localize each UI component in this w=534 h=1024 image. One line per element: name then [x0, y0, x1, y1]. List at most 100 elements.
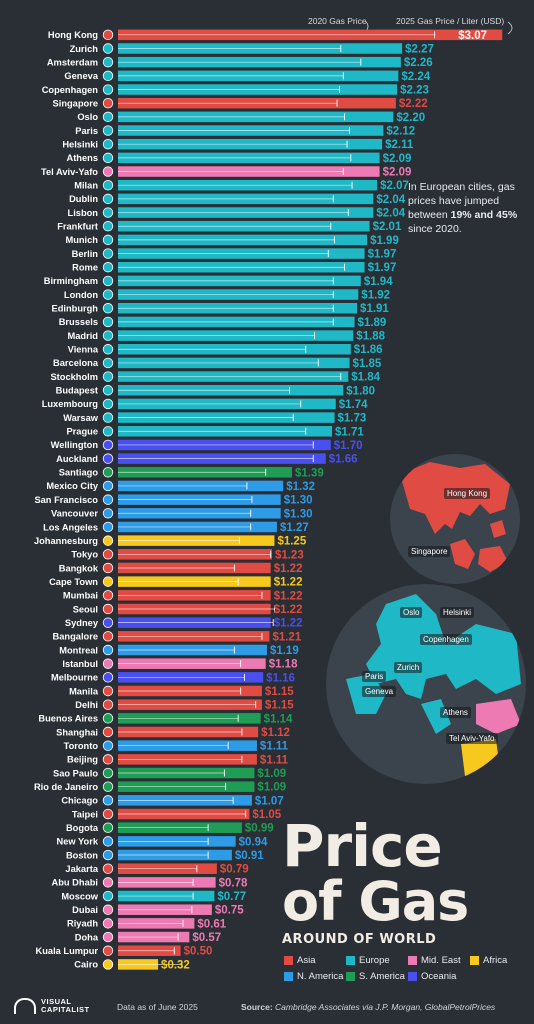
value-label-warsaw: $1.73	[338, 413, 367, 425]
city-label-berlin: Berlin	[72, 249, 99, 259]
city-label-amsterdam: Amsterdam	[47, 57, 98, 67]
value-label-new-york: $0.94	[239, 836, 268, 848]
flag-icon-new-york	[102, 836, 114, 847]
flag-icon-mexico-city	[102, 480, 114, 492]
city-label-birmingham: Birmingham	[44, 276, 98, 286]
city-label-johannesburg: Johannesburg	[34, 536, 98, 546]
city-label-copenhagen: Copenhagen	[42, 85, 99, 95]
value-label-frankfurt: $2.01	[373, 221, 402, 233]
brand-logo: VISUAL CAPITALIST	[14, 998, 90, 1014]
legend-2025-connector	[507, 21, 513, 35]
flag-icon-paris	[102, 125, 114, 136]
flag-icon-dubai	[102, 904, 114, 915]
city-label-auckland: Auckland	[56, 454, 98, 464]
city-label-hong-kong: Hong Kong	[48, 30, 98, 40]
legend-item-mid-east: Mid. East	[408, 955, 468, 966]
value-label-bangkok: $1.22	[274, 563, 303, 575]
city-label-mexico-city: Mexico City	[46, 481, 98, 491]
map-label-singapore: Singapore	[408, 546, 451, 557]
city-label-stockholm: Stockholm	[50, 372, 98, 382]
flag-icon-oslo	[102, 111, 114, 123]
value-label-madrid: $1.88	[356, 331, 385, 343]
title-subtitle: AROUND OF WORLD	[282, 932, 437, 947]
value-label-melbourne: $1.16	[266, 672, 295, 684]
value-label-abu-dhabi: $0.78	[219, 877, 248, 889]
flag-icon-cape-town	[102, 576, 114, 587]
legend-label-asia: Asia	[297, 955, 316, 966]
flag-icon-madrid	[102, 330, 114, 341]
brand-text: VISUAL CAPITALIST	[41, 998, 90, 1014]
flag-icon-auckland	[102, 453, 114, 464]
value-label-london: $1.92	[361, 290, 390, 302]
flag-icon-amsterdam	[102, 56, 114, 68]
note-bold-range: 19% and 45%	[450, 209, 518, 221]
city-label-vancouver: Vancouver	[51, 509, 98, 519]
value-label-kuala-lumpur: $0.50	[184, 946, 213, 958]
value-label-doha: $0.57	[192, 932, 221, 944]
legend-label-africa: Africa	[483, 955, 508, 966]
flag-icon-abu-dhabi	[102, 877, 114, 888]
flag-icon-bogota	[102, 822, 114, 833]
value-label-oslo: $2.20	[396, 112, 425, 124]
brand-line1: VISUAL	[41, 997, 72, 1006]
value-label-chicago: $1.07	[255, 795, 284, 807]
value-label-beijing: $1.11	[260, 754, 289, 766]
city-label-frankfurt: Frankfurt	[57, 222, 98, 232]
value-label-sao-paulo: $1.09	[257, 768, 286, 780]
map-label-helsinki: Helsinki	[440, 607, 475, 618]
value-label-athens: $2.09	[383, 153, 412, 165]
map-label-zurich: Zurich	[394, 662, 423, 673]
flag-icon-bangkok	[102, 562, 114, 574]
city-label-cairo: Cairo	[74, 960, 98, 970]
city-label-barcelona: Barcelona	[53, 358, 99, 368]
city-label-istanbul: Istanbul	[62, 659, 98, 669]
city-label-luxembourg: Luxembourg	[42, 399, 99, 409]
value-label-amsterdam: $2.26	[404, 57, 433, 69]
city-label-rio-de-janeiro: Rio de Janeiro	[34, 782, 98, 792]
flag-icon-johannesburg	[102, 535, 114, 546]
legend-label-oceania: Oceania	[421, 971, 457, 982]
city-label-madrid: Madrid	[68, 331, 99, 341]
flag-icon-hong-kong	[102, 29, 114, 41]
flag-icon-taipei	[102, 808, 114, 820]
legend-label-europe: Europe	[359, 955, 390, 966]
value-label-los-angeles: $1.27	[280, 522, 309, 534]
city-label-riyadh: Riyadh	[67, 919, 98, 929]
flag-icon-delhi	[102, 699, 114, 710]
city-label-kuala-lumpur: Kuala Lumpur	[36, 946, 99, 956]
value-label-milan: $2.07	[380, 180, 409, 192]
value-label-johannesburg: $1.25	[277, 536, 306, 548]
value-label-cairo: $0.32	[161, 959, 190, 971]
value-label-helsinki: $2.11	[385, 139, 414, 151]
legend-item-africa: Africa	[470, 955, 530, 966]
value-label-mexico-city: $1.32	[286, 481, 315, 493]
city-label-munich: Munich	[65, 235, 98, 245]
flag-icon-luxembourg	[102, 398, 114, 410]
flag-icon-bangalore	[102, 631, 114, 642]
city-label-chicago: Chicago	[61, 796, 98, 806]
value-label-montreal: $1.19	[270, 645, 299, 657]
flag-icon-buenos-aires	[102, 713, 114, 724]
flag-icon-singapore	[102, 97, 114, 109]
city-label-paris: Paris	[75, 126, 98, 136]
city-label-singapore: Singapore	[53, 98, 98, 108]
flag-icon-zurich	[102, 43, 114, 54]
flag-icon-rio-de-janeiro	[102, 781, 114, 792]
city-label-vienna: Vienna	[68, 345, 99, 355]
value-label-paris: $2.12	[386, 126, 415, 138]
value-label-dubai: $0.75	[215, 905, 244, 917]
flag-icon-helsinki	[102, 138, 114, 150]
city-label-edinburgh: Edinburgh	[52, 304, 99, 314]
city-label-prague: Prague	[66, 427, 98, 437]
legend-swatch-africa	[470, 956, 479, 965]
city-label-athens: Athens	[66, 153, 98, 163]
flag-icon-istanbul	[102, 658, 114, 669]
value-label-geneva: $2.24	[401, 71, 430, 83]
legend-item-oceania: Oceania	[408, 971, 468, 982]
brand-line2: CAPITALIST	[41, 1005, 90, 1014]
flag-icon-los-angeles	[102, 521, 114, 533]
value-label-bangalore: $1.21	[272, 631, 301, 643]
city-label-manila: Manila	[69, 686, 99, 696]
value-label-vienna: $1.86	[354, 344, 383, 356]
value-label-buenos-aires: $1.14	[264, 713, 293, 725]
